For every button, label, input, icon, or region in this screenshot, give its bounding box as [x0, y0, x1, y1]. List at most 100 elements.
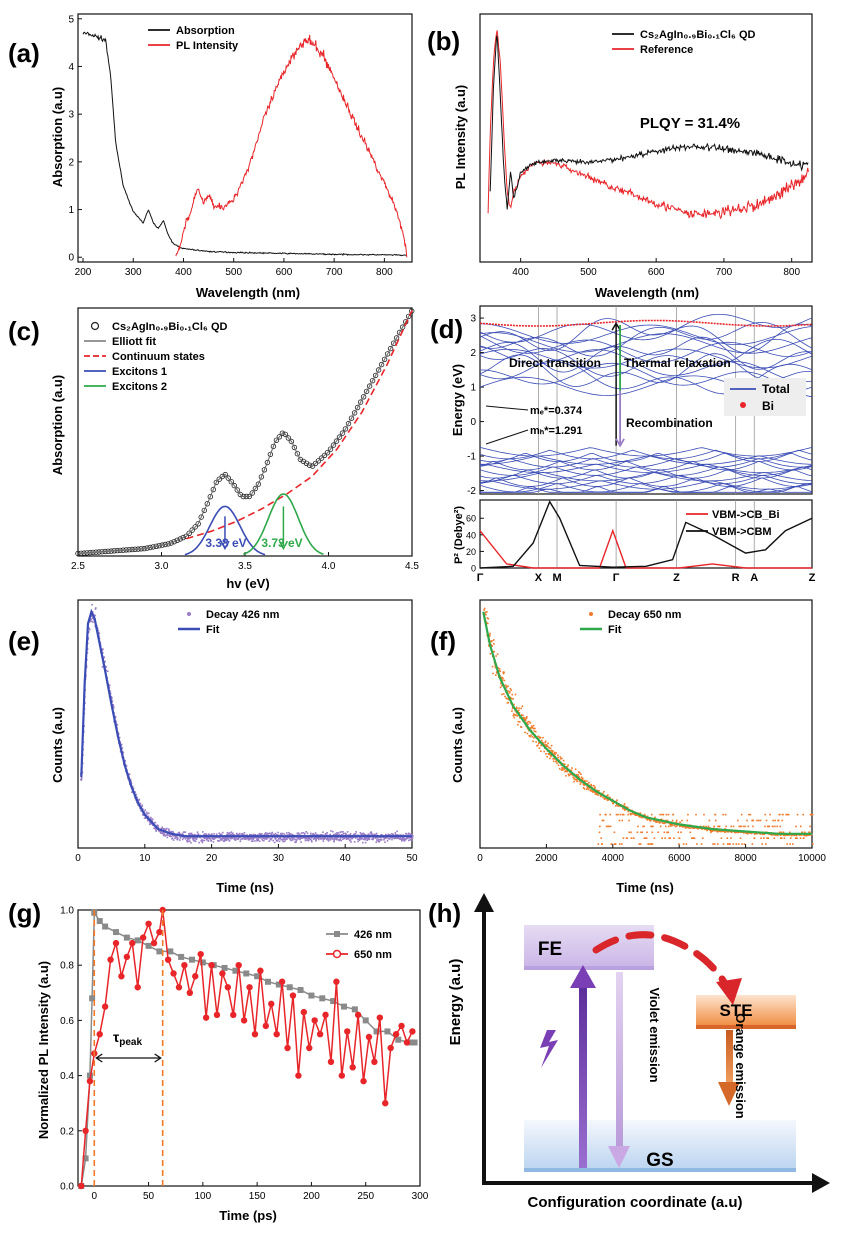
- c-data-point: [393, 335, 400, 341]
- e-data-point: [359, 832, 362, 834]
- c-data-point: [171, 539, 177, 545]
- e-data-point: [300, 832, 303, 834]
- e-data-point: [346, 831, 349, 833]
- e-data-point: [218, 832, 220, 835]
- f-data-point: [753, 837, 756, 839]
- c-data-point: [360, 394, 367, 400]
- e-data-point: [264, 833, 266, 835]
- e-data-point: [337, 839, 340, 841]
- e-data-point: [165, 828, 167, 831]
- e-data-point: [292, 839, 294, 841]
- f-data-point: [653, 819, 655, 821]
- g-xtick-label: 250: [357, 1191, 374, 1202]
- f-data-point: [498, 670, 500, 672]
- b-xtick-label: 400: [512, 267, 529, 278]
- f-data-point: [602, 819, 605, 822]
- d-recomb-arrowhead: [615, 438, 625, 448]
- e-data-point: [387, 833, 390, 836]
- e-data-point: [323, 838, 325, 840]
- f-data-point: [521, 705, 524, 708]
- e-data-point: [364, 838, 367, 841]
- g-point-650: [376, 1014, 384, 1021]
- e-data-point: [241, 832, 244, 835]
- f-data-point: [529, 722, 532, 724]
- f-data-point: [489, 635, 491, 637]
- g-point-426: [351, 1006, 358, 1013]
- e-data-point: [357, 840, 359, 843]
- e-data-point: [284, 838, 287, 841]
- e-data-point: [114, 716, 117, 718]
- e-data-point: [339, 831, 341, 834]
- f-data-point: [492, 639, 495, 641]
- f-data-point: [491, 645, 493, 647]
- e-data-point: [290, 833, 292, 835]
- a-ytick-label: 2: [68, 157, 74, 168]
- c-data-point: [282, 431, 289, 438]
- d-conduction-band: [479, 318, 813, 354]
- g-point-650: [164, 956, 172, 963]
- e-data-point: [378, 840, 381, 843]
- f-data-point: [700, 843, 703, 845]
- f-data-point: [597, 843, 600, 845]
- f-data-point: [619, 813, 622, 816]
- c-data-point: [198, 514, 204, 520]
- g-point-650: [139, 934, 147, 941]
- e-data-point: [91, 611, 94, 613]
- c-data-point: [339, 430, 346, 436]
- f-data-point: [743, 843, 746, 845]
- c-data-point: [345, 420, 352, 427]
- c-data-point: [409, 308, 415, 314]
- panel-e: 0 10 20 30 40 50 Decay 426 nm Fit: [75, 599, 418, 864]
- f-data-point: [702, 825, 705, 828]
- f-data-point: [759, 819, 762, 822]
- g-point-650: [156, 928, 163, 936]
- e-data-point: [331, 837, 334, 839]
- panel-label-a: (a): [8, 38, 40, 68]
- e-data-point: [160, 827, 162, 830]
- f-data-point: [617, 813, 619, 816]
- f-data-point: [541, 739, 543, 742]
- g-ytick-label: 0.4: [60, 1071, 74, 1082]
- g-xtick-label: 50: [143, 1191, 155, 1202]
- e-data-point: [109, 684, 111, 687]
- e-data-point: [294, 838, 297, 841]
- f-data-point: [538, 747, 541, 749]
- e-data-point: [283, 838, 285, 840]
- e-data-point: [105, 666, 107, 668]
- f-data-point: [659, 825, 662, 828]
- e-data-point: [314, 837, 317, 840]
- e-data-point: [138, 798, 141, 801]
- c-legend-marker: [90, 321, 100, 331]
- f-data-point: [509, 687, 512, 690]
- f-data-point: [548, 753, 551, 756]
- f-data-point: [570, 769, 573, 772]
- f-data-point: [632, 812, 634, 815]
- f-data-point: [612, 802, 614, 805]
- g-point-650: [118, 973, 125, 980]
- a-xtick-label: 300: [125, 267, 142, 278]
- e-data-point: [151, 820, 154, 822]
- e-data-point: [182, 831, 185, 833]
- e-data-point: [388, 838, 391, 840]
- f-data-point: [554, 758, 556, 760]
- e-data-point: [336, 838, 338, 841]
- g-point-650: [145, 920, 152, 927]
- e-data-point: [203, 837, 206, 839]
- e-data-point: [229, 837, 231, 839]
- f-data-point: [547, 742, 549, 745]
- e-data-point: [403, 840, 406, 842]
- panel-f: 0 2000 4000 6000 8000 10000 Decay 650 nm Fit: [477, 599, 826, 864]
- f-data-point: [662, 813, 665, 816]
- f-data-point: [653, 837, 656, 839]
- e-data-point: [278, 840, 281, 843]
- e-data-point: [261, 838, 263, 841]
- f-data-point: [525, 717, 528, 720]
- e-data-point: [215, 833, 218, 835]
- g-xtick-label: 0: [92, 1191, 98, 1202]
- e-data-point: [364, 841, 367, 844]
- d-kpoint-label: X: [535, 572, 543, 584]
- f-data-point: [803, 837, 805, 839]
- f-data-point: [751, 843, 754, 845]
- f-data-point: [558, 767, 561, 770]
- e-data-point: [262, 837, 264, 839]
